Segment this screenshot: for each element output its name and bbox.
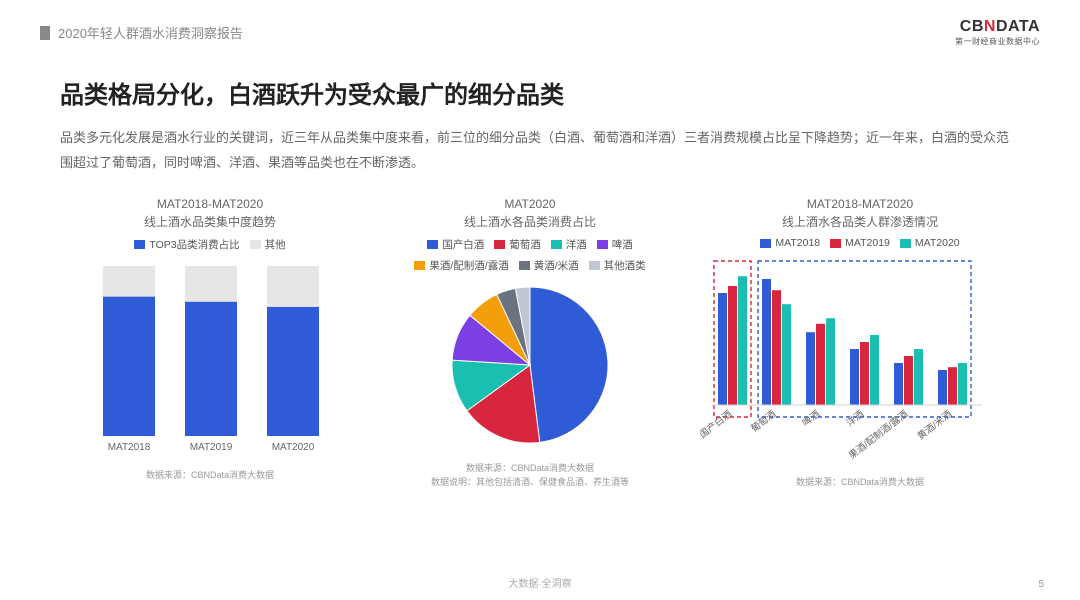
description: 品类多元化发展是酒水行业的关键词，近三年从品类集中度来看，前三位的细分品类（白酒… [0,110,1080,175]
legend-label: 国产白酒 [442,237,484,252]
legend-label: 洋酒 [566,237,587,252]
legend2-item: 果酒/配制酒/露酒 [414,258,508,273]
charts-row: MAT2018-MAT2020 线上酒水品类集中度趋势 TOP3品类消费占比其他… [0,175,1080,490]
chart-penetration: MAT2018-MAT2020 线上酒水各品类人群渗透情况 MAT2018MAT… [700,195,1020,490]
footer-text: 大数据·全洞察 [0,575,1080,590]
chart1-legend: TOP3品类消费占比 其他 [134,237,285,252]
svg-text:黄酒/米酒: 黄酒/米酒 [915,408,955,443]
chart2-title-l1: MAT2020 [504,197,555,211]
chart2-title: MAT2020 线上酒水各品类消费占比 [464,195,596,231]
svg-text:啤酒: 啤酒 [800,408,823,429]
legend-swatch [597,240,608,249]
chart3-title: MAT2018-MAT2020 线上酒水各品类人群渗透情况 [782,195,938,231]
svg-text:国产白酒: 国产白酒 [700,408,735,441]
brand-part-red: N [984,18,996,35]
svg-text:MAT2020: MAT2020 [272,442,315,453]
report-title: 2020年轻人群酒水消费洞察报告 [58,23,243,42]
chart3-title-l1: MAT2018-MAT2020 [807,197,913,211]
report-header: 2020年轻人群酒水消费洞察报告 CBNDATA 第一财经商业数据中心 [0,0,1080,47]
chart2-source-l2: 数据说明：其他包括清酒、保健食品酒、养生酒等 [431,477,629,487]
legend2-item: 其他酒类 [589,258,646,273]
legend-label: MAT2018 [775,237,820,249]
legend-label: 啤酒 [612,237,633,252]
chart-share-pie: MAT2020 线上酒水各品类消费占比 国产白酒 葡萄酒 洋酒 啤酒果酒/配制酒/露酒… [380,195,680,490]
chart1-body: MAT2018 MAT2019 MAT2020 [75,258,345,463]
chart1-title-l1: MAT2018-MAT2020 [157,197,263,211]
legend3-item: MAT2018 [760,237,820,249]
brand-subtitle: 第一财经商业数据中心 [955,36,1040,47]
legend-swatch [427,240,438,249]
legend1-item: 其他 [250,237,286,252]
svg-text:洋酒: 洋酒 [844,408,867,429]
chart3-body: 国产白酒葡萄酒啤酒洋酒果酒/配制酒/露酒黄酒/米酒 [700,255,1020,470]
legend-label: MAT2020 [915,237,960,249]
chart2-source-l1: 数据来源：CBNData消费大数据 [466,463,594,473]
brand-logo: CBNDATA [955,18,1040,36]
description-text: 品类多元化发展是酒水行业的关键词，近三年从品类集中度来看，前三位的细分品类（白酒… [60,130,1009,170]
chart2-title-l2: 线上酒水各品类消费占比 [464,215,596,229]
legend-swatch [134,240,145,249]
chart3-legend: MAT2018 MAT2019 MAT2020 [760,237,959,249]
brand-block: CBNDATA 第一财经商业数据中心 [955,18,1040,47]
chart1-svg: MAT2018 MAT2019 MAT2020 [75,258,345,458]
header-accent-bar [40,26,50,40]
chart2-svg [390,279,670,451]
legend-label: TOP3品类消费占比 [149,237,239,252]
legend-swatch [494,240,505,249]
chart-concentration: MAT2018-MAT2020 线上酒水品类集中度趋势 TOP3品类消费占比 其他… [60,195,360,490]
legend-swatch [830,239,841,248]
legend3-item: MAT2020 [900,237,960,249]
legend-swatch [250,240,261,249]
legend1-item: TOP3品类消费占比 [134,237,239,252]
page-number: 5 [1038,579,1044,590]
legend2-item: 黄酒/米酒 [519,258,579,273]
legend2-item: 洋酒 [551,237,587,252]
page-title-block: 品类格局分化，白酒跃升为受众最广的细分品类 [0,47,1080,110]
svg-text:MAT2019: MAT2019 [190,442,233,453]
legend2-item: 国产白酒 [427,237,484,252]
brand-part2: DATA [996,18,1040,35]
legend2-item: 啤酒 [597,237,633,252]
legend-label: 其他 [265,237,286,252]
legend3-item: MAT2019 [830,237,890,249]
legend-swatch [900,239,911,248]
header-left: 2020年轻人群酒水消费洞察报告 [40,23,243,42]
chart1-title: MAT2018-MAT2020 线上酒水品类集中度趋势 [144,195,276,231]
chart2-source: 数据来源：CBNData消费大数据 数据说明：其他包括清酒、保健食品酒、养生酒等 [431,462,629,489]
chart2-legend: 国产白酒 葡萄酒 洋酒 啤酒果酒/配制酒/露酒 黄酒/米酒 其他酒类 [380,237,680,273]
legend-swatch [589,261,600,270]
chart2-body [390,279,670,456]
legend-label: 果酒/配制酒/露酒 [429,258,508,273]
legend-swatch [760,239,771,248]
legend2-item: 葡萄酒 [494,237,541,252]
brand-part1: CB [960,18,984,35]
chart1-title-l2: 线上酒水品类集中度趋势 [144,215,276,229]
svg-text:MAT2018: MAT2018 [108,442,151,453]
legend-swatch [414,261,425,270]
legend-label: 黄酒/米酒 [534,258,579,273]
legend-swatch [551,240,562,249]
chart1-source: 数据来源：CBNData消费大数据 [146,469,274,483]
page-title: 品类格局分化，白酒跃升为受众最广的细分品类 [60,75,1020,110]
legend-swatch [519,261,530,270]
legend-label: 葡萄酒 [509,237,541,252]
chart3-svg: 国产白酒葡萄酒啤酒洋酒果酒/配制酒/露酒黄酒/米酒 [700,255,1020,465]
legend-label: 其他酒类 [604,258,646,273]
svg-text:葡萄酒: 葡萄酒 [748,408,778,435]
legend-label: MAT2019 [845,237,890,249]
chart3-source: 数据来源：CBNData消费大数据 [796,476,924,490]
chart3-title-l2: 线上酒水各品类人群渗透情况 [782,215,938,229]
